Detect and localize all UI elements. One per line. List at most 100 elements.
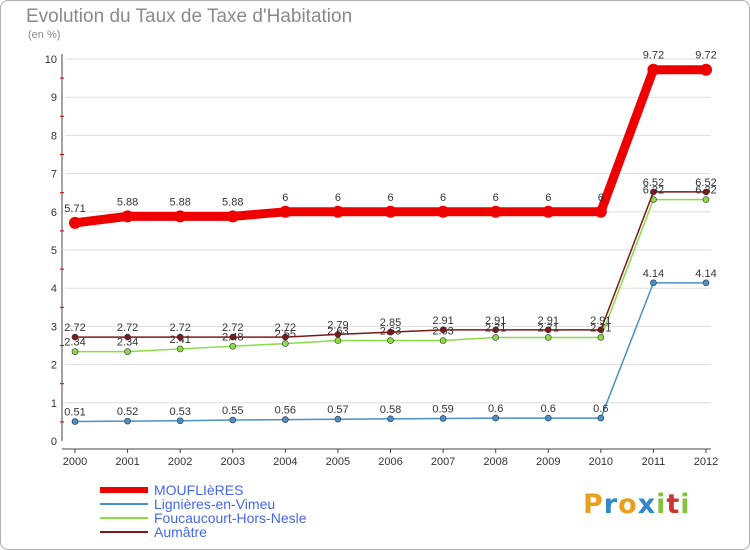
data-point <box>492 334 499 341</box>
data-label: 4.14 <box>695 268 716 280</box>
data-point <box>597 414 605 422</box>
data-point <box>229 333 237 341</box>
logo-letter: x <box>637 489 657 520</box>
x-tick-label: 2008 <box>483 456 507 468</box>
legend-swatch <box>100 503 148 505</box>
data-point <box>279 205 292 218</box>
data-label: 2.34 <box>117 337 138 349</box>
legend-swatch <box>100 487 148 493</box>
data-point <box>439 415 447 422</box>
logo-letter: o <box>618 489 638 520</box>
legend-item: Foucaucourt-Hors-Nesle <box>100 511 307 525</box>
data-label: 5.88 <box>169 196 190 208</box>
data-point <box>176 345 184 353</box>
data-label: 6 <box>545 192 551 204</box>
data-label: 2.72 <box>169 322 190 334</box>
y-tick-label: 3 <box>51 321 57 333</box>
data-point <box>387 415 394 423</box>
data-point <box>226 210 239 223</box>
data-point <box>647 63 660 76</box>
proxiti-logo: Proxiti <box>583 489 691 520</box>
data-label: 2.72 <box>117 322 138 334</box>
y-tick-label: 8 <box>51 130 57 142</box>
data-label: 2.91 <box>485 315 506 327</box>
y-tick-label: 2 <box>51 360 57 372</box>
data-label: 2.34 <box>64 337 85 349</box>
x-tick-label: 2002 <box>168 456 192 468</box>
data-label: 9.72 <box>695 50 716 62</box>
data-label: 0.55 <box>222 405 243 417</box>
data-point <box>282 416 289 423</box>
data-label: 2.72 <box>275 322 296 334</box>
legend-label: Aumâtre <box>154 524 207 540</box>
data-point <box>544 414 552 422</box>
x-tick-label: 2001 <box>115 456 139 468</box>
data-point <box>387 337 394 344</box>
data-label: 6 <box>387 192 393 204</box>
data-label: 2.79 <box>327 319 348 331</box>
data-label: 5.88 <box>117 196 138 208</box>
data-label: 5.71 <box>64 203 85 215</box>
logo-letter: i <box>656 489 667 520</box>
data-point <box>594 205 607 218</box>
data-point <box>334 415 342 423</box>
data-label: 0.51 <box>64 407 85 419</box>
data-point <box>702 188 710 196</box>
data-point <box>492 326 499 334</box>
data-point <box>437 205 450 218</box>
data-point <box>489 205 502 218</box>
chart-legend: MOUFLIèRES Lignières-en-Vimeu Foucaucourt-… <box>100 483 307 539</box>
data-label: 2.72 <box>64 322 85 334</box>
logo-letter: t <box>666 489 681 520</box>
data-point <box>597 334 605 341</box>
data-point <box>331 205 344 218</box>
data-point <box>282 333 289 341</box>
data-point <box>124 348 131 355</box>
data-point <box>229 416 237 424</box>
data-point <box>176 417 184 425</box>
x-tick-label: 2007 <box>431 456 455 468</box>
data-point <box>384 205 397 218</box>
data-label: 6 <box>440 192 446 204</box>
data-label: 0.56 <box>275 405 296 417</box>
data-point <box>71 418 79 425</box>
data-point <box>650 279 657 287</box>
data-point <box>282 340 289 347</box>
data-label: 2.72 <box>222 322 243 334</box>
data-point <box>71 348 79 355</box>
y-tick-label: 1 <box>51 398 57 410</box>
data-point <box>700 63 712 76</box>
data-label: 4.14 <box>643 268 664 280</box>
data-label: 2.91 <box>538 315 559 327</box>
legend-item: Lignières-en-Vimeu <box>100 497 307 511</box>
data-label: 6 <box>598 192 604 204</box>
y-tick-label: 5 <box>51 245 57 257</box>
y-tick-label: 4 <box>51 283 57 295</box>
data-point <box>229 342 237 350</box>
data-label: 6.52 <box>695 177 716 189</box>
x-tick-label: 2011 <box>642 456 666 468</box>
y-tick-label: 9 <box>51 92 57 104</box>
data-point <box>702 196 710 203</box>
x-tick-label: 2009 <box>536 456 560 468</box>
x-tick-label: 2005 <box>326 456 350 468</box>
data-label: 2.91 <box>432 315 453 327</box>
data-point <box>124 417 131 425</box>
data-label: 9.72 <box>643 50 664 62</box>
legend-label: Foucaucourt-Hors-Nesle <box>154 510 307 526</box>
data-label: 5.88 <box>222 196 243 208</box>
data-point <box>121 210 134 223</box>
legend-label: MOUFLIèRES <box>154 482 244 498</box>
x-tick-label: 2003 <box>221 456 245 468</box>
y-tick-label: 10 <box>45 54 57 66</box>
data-label: 0.6 <box>593 403 608 415</box>
y-tick-label: 6 <box>51 207 57 219</box>
legend-swatch <box>100 531 148 533</box>
data-label: 2.85 <box>380 317 401 329</box>
data-point <box>542 205 555 218</box>
data-label: 0.6 <box>488 403 503 415</box>
legend-label: Lignières-en-Vimeu <box>154 496 276 512</box>
data-point <box>492 414 499 422</box>
data-label: 0.57 <box>327 404 348 416</box>
